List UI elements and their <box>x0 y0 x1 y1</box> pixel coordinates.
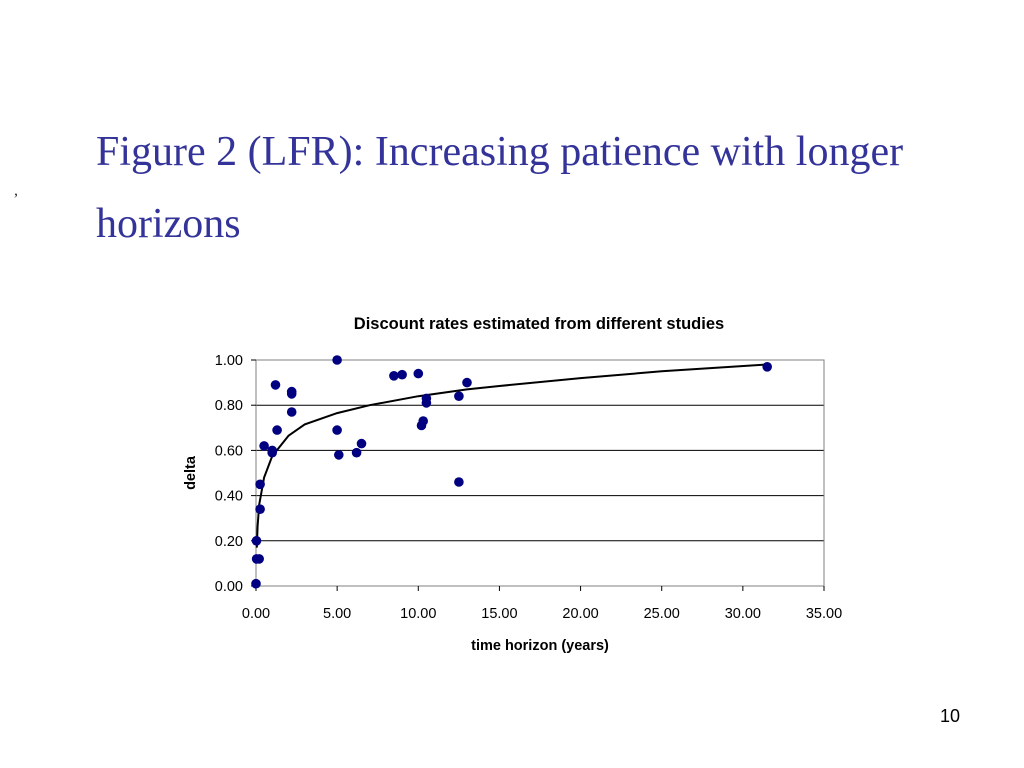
data-point <box>255 504 265 514</box>
data-point <box>454 391 464 402</box>
data-point <box>351 447 362 458</box>
data-point <box>254 554 264 564</box>
y-axis-label: delta <box>183 455 199 490</box>
data-point <box>462 377 472 388</box>
plot-area <box>255 359 825 587</box>
x-tick-label: 10.00 <box>400 606 436 622</box>
data-point <box>421 393 432 404</box>
data-point <box>259 441 269 451</box>
x-tick-label: 15.00 <box>481 606 517 622</box>
x-tick-label: 30.00 <box>725 606 761 622</box>
grid-lines <box>256 404 824 542</box>
y-tick-label: 0.80 <box>215 398 243 414</box>
x-tick-label: 20.00 <box>562 606 598 622</box>
data-point <box>397 369 407 380</box>
x-tick-label: 35.00 <box>806 606 842 622</box>
data-point <box>251 578 261 589</box>
slide-number: 10 <box>939 706 960 726</box>
x-tick-label: 5.00 <box>323 606 351 622</box>
y-tick-label: 0.20 <box>215 534 243 550</box>
data-point <box>332 425 342 435</box>
data-point <box>251 536 262 546</box>
x-tick-label: 0.00 <box>242 606 270 622</box>
y-tick-labels: 0.00 0.20 0.40 0.60 0.80 1.00 <box>215 353 256 595</box>
data-point <box>255 479 265 490</box>
x-tick-labels: 0.00 5.00 10.00 15.00 20.00 25.00 30.00 35.00 <box>242 586 842 622</box>
slide-title: Figure 2 (LFR): Increasing patience with… <box>96 129 904 247</box>
data-point <box>267 447 278 458</box>
trendline-curve <box>255 363 768 548</box>
x-axis-label: time horizon (years) <box>471 638 609 654</box>
data-point <box>270 380 281 390</box>
chart-title: Discount rates estimated from different … <box>354 315 724 333</box>
data-point <box>286 407 297 417</box>
data-point <box>272 425 282 435</box>
data-point <box>413 368 424 379</box>
y-tick-label: 0.60 <box>215 443 243 459</box>
data-points <box>251 355 772 589</box>
y-tick-label: 0.00 <box>215 579 243 595</box>
data-point <box>356 438 367 449</box>
data-point <box>332 355 342 365</box>
stray-mark: , <box>14 182 18 199</box>
data-point <box>334 450 344 460</box>
data-point <box>454 477 464 487</box>
data-point <box>286 386 297 397</box>
y-tick-label: 1.00 <box>215 353 243 369</box>
data-point <box>389 371 399 381</box>
x-tick-label: 25.00 <box>644 606 680 622</box>
data-point <box>418 416 429 426</box>
y-tick-label: 0.40 <box>215 489 243 505</box>
data-point <box>762 362 772 372</box>
